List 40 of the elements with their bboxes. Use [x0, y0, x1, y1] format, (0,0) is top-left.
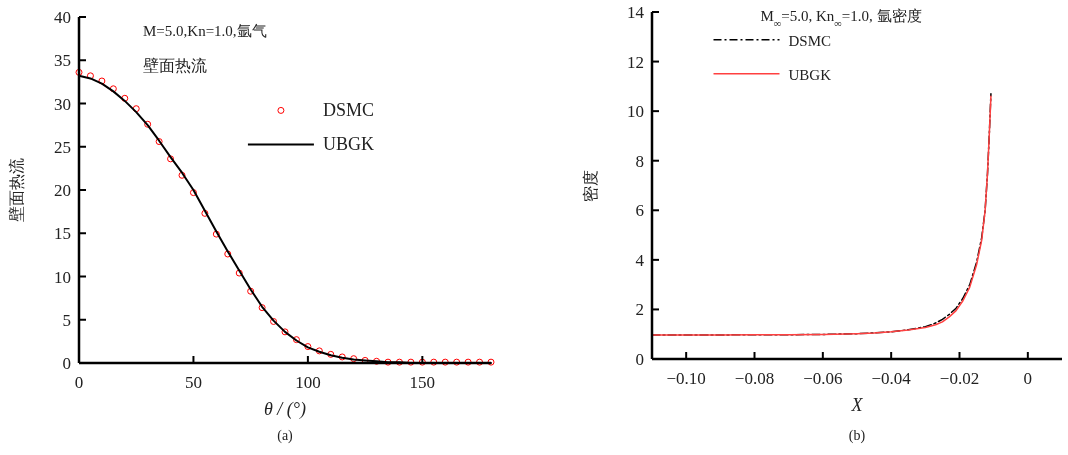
x-tick-label: 100 — [295, 373, 321, 392]
y-tick-label: 10 — [54, 267, 71, 287]
x-tick-label: −0.10 — [666, 369, 706, 388]
y-tick-label: 6 — [635, 201, 644, 221]
y-tick-label: 0 — [635, 350, 644, 369]
y-tick-label: 20 — [54, 181, 71, 200]
x-axis-title: X — [850, 395, 864, 415]
y-tick-label: 2 — [635, 300, 644, 320]
chart-title: M$_{∞}$=5.0, Kn$_{∞}$=1.0, 氩密度 — [760, 8, 922, 29]
y-tick-label: 12 — [627, 52, 644, 72]
x-tick-label: 150 — [409, 373, 436, 392]
y-tick-label: 4 — [635, 250, 645, 270]
y-tick-label: 25 — [54, 137, 71, 157]
x-tick-label: −0.06 — [803, 369, 843, 388]
y-axis-title: 密度 — [582, 169, 599, 202]
y-tick-label: 30 — [54, 94, 71, 114]
y-axis-title: 壁面热流 — [8, 158, 25, 222]
x-axis-title: θ / (°) — [263, 399, 307, 420]
text: (b) — [848, 428, 866, 444]
x-tick-label: 50 — [184, 373, 202, 392]
legend-label: UBGK — [322, 134, 374, 155]
legend-label: DSMC — [788, 32, 832, 49]
y-tick-label: 35 — [54, 51, 71, 71]
y-tick-label: 14 — [627, 3, 645, 22]
x-tick-label: −0.02 — [939, 369, 980, 388]
y-tick-label: 15 — [54, 224, 71, 244]
y-tick-label: 40 — [54, 8, 71, 27]
x-tick-label: 0 — [74, 373, 84, 392]
x-tick-label: 0 — [1023, 369, 1033, 388]
legend-label: DSMC — [322, 100, 374, 121]
x-tick-label: −0.04 — [871, 369, 912, 388]
y-tick-label: 10 — [627, 102, 644, 122]
y-tick-label: 5 — [62, 310, 71, 330]
chart-title: M=5.0,Kn=1.0,氩气 — [143, 23, 267, 39]
y-tick-label: 8 — [635, 151, 644, 171]
x-tick-label: −0.08 — [734, 369, 775, 388]
legend-label: UBGK — [788, 66, 832, 83]
y-tick-label: 0 — [62, 354, 71, 373]
text: (a) — [277, 428, 294, 444]
text: 壁面热流 — [143, 57, 207, 74]
